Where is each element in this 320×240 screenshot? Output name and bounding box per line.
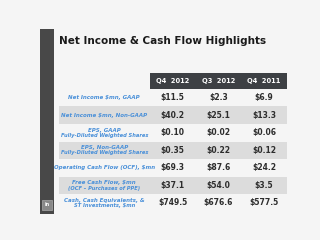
Text: $676.6: $676.6 <box>204 198 233 207</box>
FancyBboxPatch shape <box>59 159 287 177</box>
Text: $0.12: $0.12 <box>252 146 276 155</box>
Text: $3.5: $3.5 <box>255 181 273 190</box>
Text: $749.5: $749.5 <box>158 198 187 207</box>
Text: Q4  2012: Q4 2012 <box>156 78 189 84</box>
Text: Operating Cash Flow (OCF), $mn: Operating Cash Flow (OCF), $mn <box>54 165 155 170</box>
Text: $54.0: $54.0 <box>206 181 230 190</box>
FancyBboxPatch shape <box>59 89 287 106</box>
Text: $24.2: $24.2 <box>252 163 276 172</box>
Text: Q4  2011: Q4 2011 <box>247 78 281 84</box>
FancyBboxPatch shape <box>150 73 287 89</box>
Text: $6.9: $6.9 <box>255 93 273 102</box>
Text: $0.22: $0.22 <box>206 146 230 155</box>
Text: $13.3: $13.3 <box>252 111 276 120</box>
Text: $37.1: $37.1 <box>161 181 185 190</box>
Text: EPS, Non-GAAP: EPS, Non-GAAP <box>81 145 128 150</box>
Text: Fully-Diluted Weighted Shares: Fully-Diluted Weighted Shares <box>60 133 148 138</box>
Text: in: in <box>44 203 49 207</box>
FancyBboxPatch shape <box>59 177 287 194</box>
Text: $0.06: $0.06 <box>252 128 276 137</box>
FancyBboxPatch shape <box>40 29 54 214</box>
Text: Fully-Diluted Weighted Shares: Fully-Diluted Weighted Shares <box>60 150 148 156</box>
Text: ST Investments, $mn: ST Investments, $mn <box>74 203 135 208</box>
Text: $69.3: $69.3 <box>161 163 185 172</box>
FancyBboxPatch shape <box>59 194 287 212</box>
Text: $87.6: $87.6 <box>206 163 230 172</box>
Text: $0.35: $0.35 <box>161 146 185 155</box>
FancyBboxPatch shape <box>59 124 287 142</box>
Text: $40.2: $40.2 <box>161 111 185 120</box>
Text: Free Cash Flow, $mn: Free Cash Flow, $mn <box>72 180 136 185</box>
Text: $2.3: $2.3 <box>209 93 228 102</box>
FancyBboxPatch shape <box>42 200 52 210</box>
Text: $11.5: $11.5 <box>161 93 185 102</box>
Text: Cash, Cash Equivalents, &: Cash, Cash Equivalents, & <box>64 198 145 203</box>
Text: $0.10: $0.10 <box>161 128 185 137</box>
Text: $25.1: $25.1 <box>206 111 230 120</box>
Text: Net Income $mn, GAAP: Net Income $mn, GAAP <box>68 95 140 100</box>
Text: $577.5: $577.5 <box>249 198 279 207</box>
Text: Net Income $mn, Non-GAAP: Net Income $mn, Non-GAAP <box>61 113 147 118</box>
Text: $0.02: $0.02 <box>206 128 230 137</box>
Text: EPS, GAAP: EPS, GAAP <box>88 128 121 133</box>
Text: Q3  2012: Q3 2012 <box>202 78 235 84</box>
FancyBboxPatch shape <box>59 142 287 159</box>
Text: Net Income & Cash Flow Highlights: Net Income & Cash Flow Highlights <box>59 36 266 46</box>
FancyBboxPatch shape <box>59 106 287 124</box>
Text: (OCF – Purchases of PPE): (OCF – Purchases of PPE) <box>68 186 140 191</box>
